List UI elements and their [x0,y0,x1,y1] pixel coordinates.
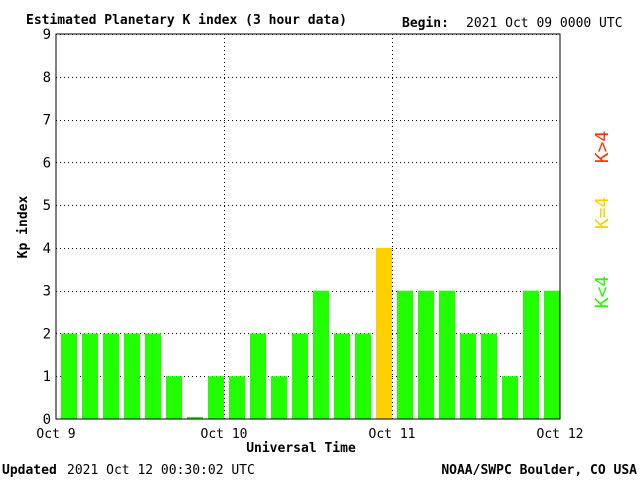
bar [481,333,497,419]
y-tick-label: 5 [43,198,51,214]
bar [418,290,434,419]
y-tick-label: 8 [43,70,51,86]
begin-value: 2021 Oct 09 0000 UTC [466,16,623,31]
bar [250,333,266,419]
chart-title: Estimated Planetary K index (3 hour data… [26,13,347,28]
y-tick-label: 3 [43,284,51,300]
plot-frame [55,33,561,420]
x-tick-label: Oct 12 [537,427,584,442]
bar [61,333,77,419]
bar [439,290,455,419]
bar [460,333,476,419]
x-axis-label: Universal Time [246,441,356,456]
updated-value: 2021 Oct 12 00:30:02 UTC [67,463,255,478]
source-credit: NOAA/SWPC Boulder, CO USA [441,463,637,478]
bar [124,333,140,419]
bar [166,376,182,419]
bar [397,290,413,419]
y-tick-label: 0 [43,412,51,428]
y-tick-label: 7 [43,113,51,129]
bar [208,376,224,419]
bar [145,333,161,419]
bar [502,376,518,419]
bar [355,333,371,419]
bar [544,290,560,419]
legend-low: K<4 [592,276,613,309]
bar [229,376,245,419]
y-tick-label: 2 [43,326,51,342]
bar [82,333,98,419]
bar [523,290,539,419]
bar [187,416,203,419]
y-axis-label: Kp index [16,196,31,259]
updated-label: Updated [2,463,57,478]
y-tick-label: 4 [43,241,51,257]
bar [292,333,308,419]
y-tick-label: 1 [43,369,51,385]
bar [103,333,119,419]
bar [313,290,329,419]
begin-label: Begin: [402,16,449,31]
x-tick-label: Oct 9 [36,427,75,442]
x-tick-labels: Oct 9 Oct 10 Oct 11 Oct 12 [36,427,583,442]
legend-mid: K=4 [592,197,613,230]
bars [61,247,560,419]
y-tick-label: 6 [43,155,51,171]
bar [376,247,392,419]
bar [334,333,350,419]
y-tick-label: 9 [43,27,51,43]
y-tick-labels: 0 1 2 3 4 5 6 7 8 9 [43,27,51,428]
x-tick-label: Oct 10 [201,427,248,442]
x-tick-label: Oct 11 [369,427,416,442]
bar [271,376,287,419]
legend-high: K>4 [592,131,613,164]
